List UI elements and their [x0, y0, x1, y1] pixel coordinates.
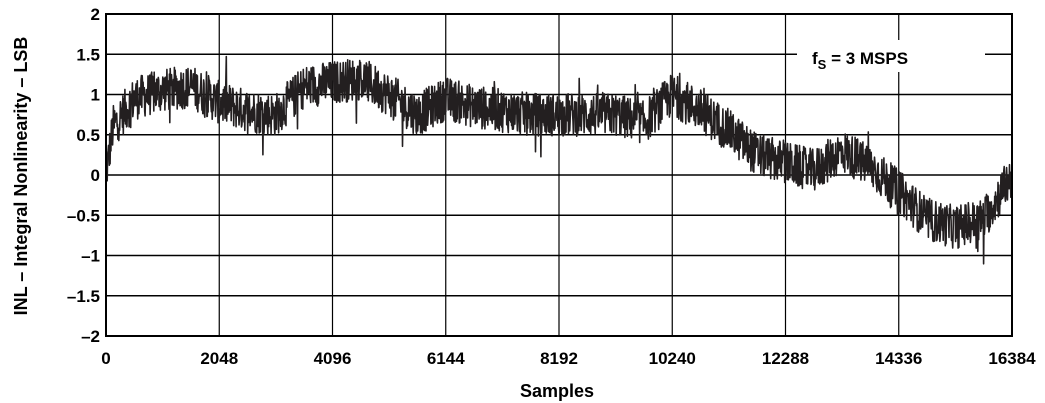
y-tick-label: –0.5: [67, 206, 100, 225]
y-tick-labels: 2 1.5 1 0.5 0 –0.5 –1 –1.5 –2: [67, 5, 100, 346]
x-tick-label: 14336: [875, 349, 922, 368]
x-tick-label: 4096: [314, 349, 352, 368]
x-tick-label: 8192: [540, 349, 578, 368]
x-axis-title: Samples: [520, 381, 594, 401]
x-tick-label: 10240: [649, 349, 696, 368]
inl-series: [105, 55, 1013, 265]
x-tick-label: 16384: [988, 349, 1036, 368]
y-tick-label: 0.5: [76, 126, 100, 145]
annotation-text: fS = 3 MSPS: [812, 49, 908, 72]
y-axis-title: INL – Integral Nonlinearity – LSB: [11, 37, 31, 316]
x-tick-labels: 0 2048 4096 6144 8192 10240 12288 14336 16384: [101, 349, 1036, 368]
plot-frame: [105, 13, 1013, 337]
inl-trace: [105, 55, 1013, 265]
y-tick-label: –1: [81, 247, 100, 266]
annotation-background: [797, 40, 985, 72]
x-tick-label: 12288: [762, 349, 809, 368]
y-tick-label: –1.5: [67, 287, 100, 306]
y-tick-label: 0: [91, 166, 100, 185]
x-tick-label: 6144: [427, 349, 465, 368]
fs-annotation: fS = 3 MSPS: [797, 40, 985, 72]
y-tick-label: –2: [81, 327, 100, 346]
y-tick-label: 1: [91, 86, 100, 105]
x-tick-label: 2048: [200, 349, 238, 368]
y-tick-label: 1.5: [76, 45, 100, 64]
x-tick-label: 0: [101, 349, 110, 368]
y-tick-label: 2: [91, 5, 100, 24]
